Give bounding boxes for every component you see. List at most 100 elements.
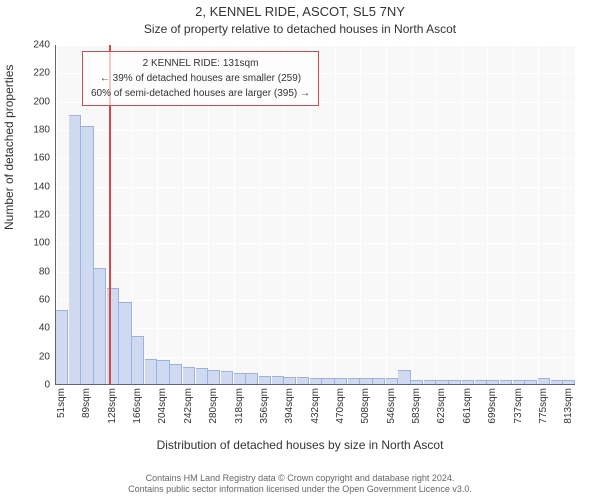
gridline-h: [56, 300, 575, 301]
histogram-bar: [348, 378, 360, 384]
gridline-v: [538, 45, 539, 384]
gridline-v: [386, 45, 387, 384]
histogram-bar: [284, 377, 296, 384]
histogram-bar: [297, 377, 309, 384]
x-tick-label: 166sqm: [132, 388, 143, 424]
gridline-h: [56, 215, 575, 216]
gridline-v: [563, 45, 564, 384]
footer-line: Contains public sector information licen…: [0, 484, 600, 496]
histogram-bar: [335, 378, 347, 384]
x-tick-label: 546sqm: [386, 388, 397, 424]
chart-title: 2, KENNEL RIDE, ASCOT, SL5 7NY: [0, 4, 600, 19]
gridline-h: [56, 328, 575, 329]
gridline-v: [462, 45, 463, 384]
gridline-h: [56, 243, 575, 244]
histogram-bar: [196, 368, 208, 384]
gridline-h: [56, 187, 575, 188]
histogram-bar: [538, 378, 550, 384]
y-axis-label: Number of detached properties: [2, 65, 16, 230]
histogram-bar: [94, 268, 106, 384]
annotation-line: 60% of semi-detached houses are larger (…: [91, 86, 310, 101]
y-tick-label: 220: [33, 68, 50, 79]
annotation-box: 2 KENNEL RIDE: 131sqm← 39% of detached h…: [82, 51, 319, 106]
x-tick-label: 356sqm: [259, 388, 270, 424]
gridline-h: [56, 130, 575, 131]
gridline-v: [335, 45, 336, 384]
histogram-bar: [170, 364, 182, 384]
histogram-bar: [398, 370, 410, 384]
x-tick-label: 661sqm: [462, 388, 473, 424]
y-tick-label: 60: [39, 295, 50, 306]
histogram-bar: [272, 376, 284, 385]
histogram-bar: [513, 380, 525, 384]
histogram-bar: [310, 378, 322, 384]
footer-line: Contains HM Land Registry data © Crown c…: [0, 473, 600, 485]
gridline-v: [360, 45, 361, 384]
x-tick-label: 204sqm: [157, 388, 168, 424]
y-tick-label: 240: [33, 40, 50, 51]
histogram-bar: [56, 310, 68, 384]
histogram-bar: [81, 126, 93, 384]
histogram-bar: [424, 380, 436, 384]
y-tick-label: 180: [33, 125, 50, 136]
histogram-bar: [183, 367, 195, 384]
gridline-v: [487, 45, 488, 384]
y-tick-label: 140: [33, 181, 50, 192]
histogram-bar: [259, 376, 271, 385]
gridline-h: [56, 45, 575, 46]
x-tick-label: 128sqm: [107, 388, 118, 424]
x-tick-label: 699sqm: [487, 388, 498, 424]
y-tick-label: 80: [39, 266, 50, 277]
histogram-bar: [145, 359, 157, 385]
footer-attribution: Contains HM Land Registry data © Crown c…: [0, 473, 600, 496]
x-tick-label: 508sqm: [360, 388, 371, 424]
histogram-bar: [373, 378, 385, 384]
y-tick-label: 160: [33, 153, 50, 164]
x-tick-label: 813sqm: [563, 388, 574, 424]
histogram-bar: [322, 378, 334, 384]
gridline-h: [56, 272, 575, 273]
histogram-bar: [132, 336, 144, 384]
histogram-bar: [157, 360, 169, 384]
x-tick-label: 394sqm: [284, 388, 295, 424]
x-tick-label: 242sqm: [183, 388, 194, 424]
plot-area: 02040608010012014016018020022024051sqm89…: [55, 45, 575, 385]
y-tick-label: 20: [39, 351, 50, 362]
histogram-bar: [551, 380, 563, 384]
x-tick-label: 470sqm: [335, 388, 346, 424]
histogram-bar: [360, 378, 372, 384]
histogram-bar: [449, 380, 461, 384]
y-tick-label: 100: [33, 238, 50, 249]
y-tick-label: 0: [44, 380, 50, 391]
histogram-bar: [436, 380, 448, 384]
x-tick-label: 583sqm: [411, 388, 422, 424]
property-size-chart: 2, KENNEL RIDE, ASCOT, SL5 7NY Size of p…: [0, 0, 600, 500]
x-tick-label: 280sqm: [208, 388, 219, 424]
histogram-bar: [411, 380, 423, 384]
annotation-line: ← 39% of detached houses are smaller (25…: [91, 71, 310, 86]
gridline-v: [411, 45, 412, 384]
histogram-bar: [487, 380, 499, 384]
x-tick-label: 775sqm: [538, 388, 549, 424]
histogram-bar: [525, 380, 537, 384]
annotation-line: 2 KENNEL RIDE: 131sqm: [91, 56, 310, 71]
histogram-bar: [69, 115, 81, 384]
histogram-bar: [208, 370, 220, 384]
histogram-bar: [500, 380, 512, 384]
histogram-bar: [246, 373, 258, 384]
y-tick-label: 200: [33, 96, 50, 107]
histogram-bar: [234, 373, 246, 384]
gridline-v: [513, 45, 514, 384]
x-tick-label: 623sqm: [436, 388, 447, 424]
x-tick-label: 318sqm: [234, 388, 245, 424]
histogram-bar: [119, 302, 131, 384]
histogram-bar: [563, 380, 575, 384]
histogram-bar: [462, 380, 474, 384]
histogram-bar: [221, 371, 233, 384]
histogram-bar: [475, 380, 487, 384]
x-axis-label: Distribution of detached houses by size …: [0, 438, 600, 452]
x-tick-label: 89sqm: [81, 388, 92, 418]
histogram-bar: [386, 378, 398, 384]
y-tick-label: 40: [39, 323, 50, 334]
gridline-h: [56, 158, 575, 159]
